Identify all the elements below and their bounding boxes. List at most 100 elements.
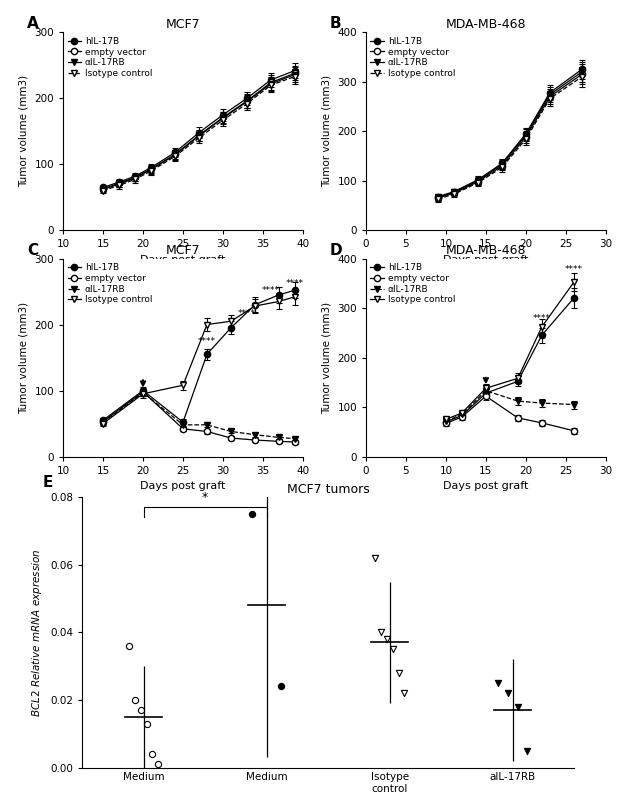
empty vector — [474, 177, 481, 187]
empty vector — [115, 179, 123, 188]
X-axis label: Days post graft: Days post graft — [443, 255, 529, 265]
empty vector — [251, 436, 259, 445]
Isotype control — [291, 72, 298, 82]
hIL-17B — [131, 171, 139, 181]
Point — [387, 642, 398, 655]
empty vector — [514, 413, 522, 423]
hIL-17B — [275, 290, 283, 300]
hIL-17B — [139, 385, 147, 395]
Isotype control — [442, 415, 450, 424]
Text: B: B — [330, 16, 341, 32]
Isotype control — [482, 383, 490, 393]
Point — [522, 744, 533, 757]
Line: Isotype control: Isotype control — [100, 74, 298, 194]
empty vector — [291, 437, 298, 447]
Isotype control — [251, 301, 259, 311]
X-axis label: Days post graft: Days post graft — [443, 481, 529, 491]
hIL-17B — [243, 94, 251, 103]
αIL-17RB — [458, 410, 466, 419]
empty vector — [482, 391, 490, 401]
αIL-17RB — [498, 160, 505, 170]
Legend: hIL-17B, empty vector, αIL-17RB, Isotype control: hIL-17B, empty vector, αIL-17RB, Isotype… — [66, 261, 154, 306]
hIL-17B — [267, 75, 274, 85]
Legend: hIL-17B, empty vector, αIL-17RB, Isotype control: hIL-17B, empty vector, αIL-17RB, Isotype… — [369, 261, 457, 306]
Isotype control — [139, 389, 147, 398]
Isotype control — [546, 94, 553, 103]
αIL-17RB — [522, 130, 529, 140]
Point — [370, 551, 380, 564]
Isotype control — [498, 162, 505, 172]
Point — [247, 507, 257, 520]
Text: *: * — [202, 490, 208, 503]
empty vector — [219, 112, 227, 122]
αIL-17RB — [450, 187, 457, 197]
hIL-17B — [514, 377, 522, 386]
αIL-17RB — [474, 176, 481, 186]
hIL-17B — [99, 415, 107, 425]
empty vector — [291, 69, 298, 78]
Isotype control — [275, 297, 283, 306]
Title: MCF7 tumors: MCF7 tumors — [286, 482, 370, 496]
hIL-17B — [195, 128, 203, 137]
αIL-17RB — [514, 396, 522, 406]
hIL-17B — [570, 293, 577, 303]
Legend: hIL-17B, empty vector, αIL-17RB, Isotype control: hIL-17B, empty vector, αIL-17RB, Isotype… — [66, 35, 154, 80]
αIL-17RB — [179, 420, 187, 430]
Text: ****: **** — [198, 337, 216, 346]
αIL-17RB — [275, 432, 283, 442]
Isotype control — [203, 320, 211, 330]
Point — [503, 687, 513, 700]
αIL-17RB — [442, 416, 450, 426]
Y-axis label: Tumor volume (mm3): Tumor volume (mm3) — [322, 301, 332, 414]
empty vector — [243, 96, 251, 106]
empty vector — [195, 130, 203, 140]
empty vector — [498, 161, 505, 170]
hIL-17B — [474, 175, 481, 185]
Isotype control — [514, 373, 522, 383]
αIL-17RB — [291, 69, 298, 79]
empty vector — [139, 387, 147, 397]
hIL-17B — [522, 129, 529, 139]
αIL-17RB — [570, 400, 577, 410]
Line: empty vector: empty vector — [443, 393, 577, 434]
hIL-17B — [291, 285, 298, 295]
Line: αIL-17RB: αIL-17RB — [100, 389, 298, 442]
Title: MDA-MB-468: MDA-MB-468 — [445, 244, 526, 258]
empty vector — [267, 78, 274, 87]
empty vector — [227, 433, 235, 443]
empty vector — [546, 92, 553, 102]
Isotype control — [147, 166, 155, 175]
Text: ****: **** — [286, 279, 304, 288]
Isotype control — [538, 322, 546, 332]
hIL-17B — [578, 65, 586, 74]
hIL-17B — [434, 191, 442, 201]
Line: empty vector: empty vector — [100, 70, 298, 191]
hIL-17B — [219, 110, 227, 120]
empty vector — [578, 69, 586, 79]
Line: hIL-17B: hIL-17B — [435, 66, 585, 200]
αIL-17RB — [482, 386, 490, 396]
Y-axis label: Tumor volume (mm3): Tumor volume (mm3) — [19, 75, 29, 187]
Line: empty vector: empty vector — [435, 71, 585, 201]
Line: Isotype control: Isotype control — [443, 280, 577, 423]
Isotype control — [115, 180, 123, 190]
Isotype control — [227, 317, 235, 326]
hIL-17B — [482, 389, 490, 398]
Point — [153, 758, 163, 771]
αIL-17RB — [546, 90, 553, 99]
Isotype control — [434, 194, 442, 204]
empty vector — [442, 419, 450, 428]
αIL-17RB — [99, 418, 107, 427]
αIL-17RB — [139, 388, 147, 398]
hIL-17B — [498, 158, 505, 168]
Line: αIL-17RB: αIL-17RB — [100, 71, 298, 192]
empty vector — [171, 149, 179, 159]
αIL-17RB — [267, 79, 274, 89]
Point — [399, 687, 410, 700]
empty vector — [458, 412, 466, 422]
Point — [129, 693, 139, 706]
hIL-17B — [147, 162, 155, 172]
Isotype control — [458, 408, 466, 418]
hIL-17B — [450, 187, 457, 196]
hIL-17B — [179, 418, 187, 427]
